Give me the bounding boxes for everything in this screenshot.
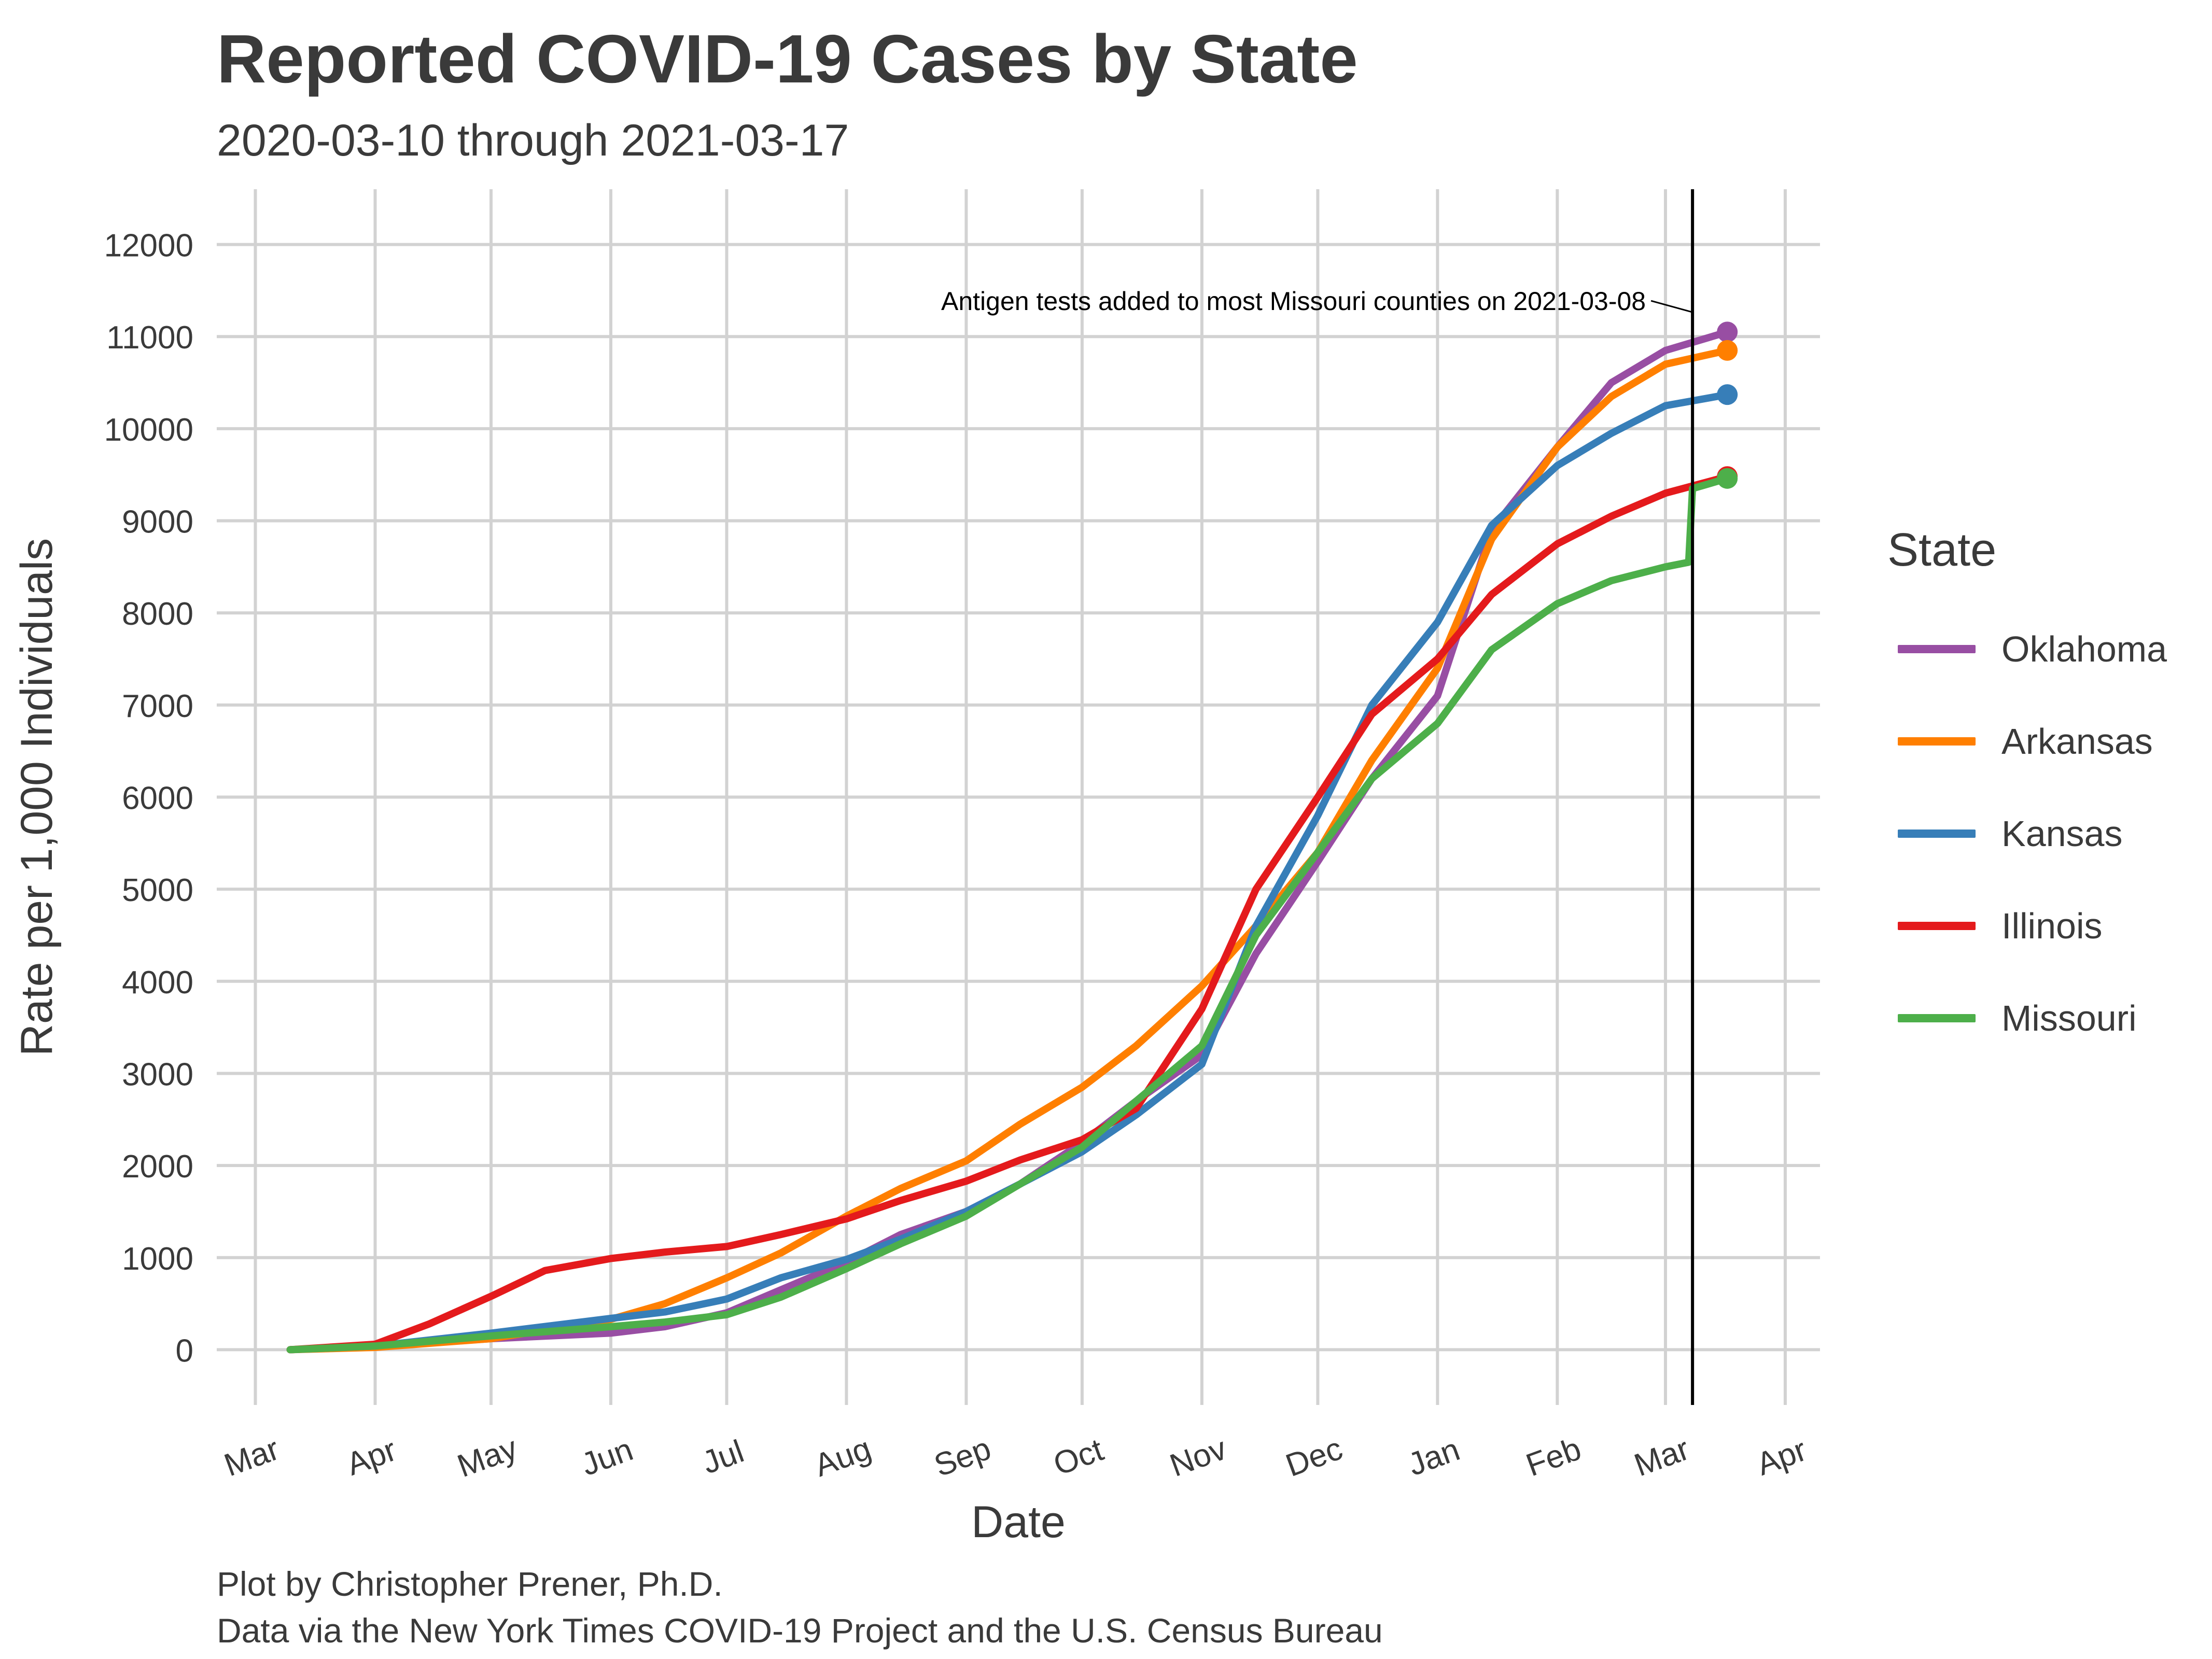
legend-label: Oklahoma xyxy=(2001,629,2167,669)
x-tick-label: Mar xyxy=(220,1431,284,1483)
grid-lines xyxy=(217,189,1820,1405)
legend-item-illinois: Illinois xyxy=(1887,880,2167,972)
x-tick-label: Apr xyxy=(1752,1432,1811,1483)
legend-label: Kansas xyxy=(2001,813,2123,854)
x-tick-label: Jan xyxy=(1404,1431,1465,1483)
legend-swatch xyxy=(1898,645,1976,653)
legend-label: Missouri xyxy=(2001,998,2137,1038)
x-tick-label: Dec xyxy=(1281,1430,1347,1484)
y-tick-label: 5000 xyxy=(122,873,193,908)
y-tick-label: 11000 xyxy=(106,320,193,356)
series-line-illinois xyxy=(286,473,1731,1354)
legend-swatch xyxy=(1898,830,1976,838)
series-line-oklahoma xyxy=(286,328,1731,1354)
x-tick-label: Nov xyxy=(1165,1430,1231,1484)
y-tick-label: 1000 xyxy=(122,1241,193,1277)
series-endpoint-arkansas xyxy=(1717,340,1738,361)
y-tick-label: 7000 xyxy=(122,688,193,724)
y-tick-label: 10000 xyxy=(104,412,193,448)
legend: State Oklahoma Arkansas Kansas Illinois … xyxy=(1887,524,2167,1064)
chart-plot: 0 1000 2000 3000 4000 5000 6000 7000 8000 9000 100… xyxy=(12,189,1820,1547)
x-tick-label: Aug xyxy=(810,1430,876,1484)
annotation-layer: Antigen tests added to most Missouri cou… xyxy=(941,189,1695,1405)
legend-title: State xyxy=(1887,524,1997,576)
x-tick-label: Jul xyxy=(697,1433,748,1481)
legend-item-missouri: Missouri xyxy=(1887,972,2167,1064)
data-series xyxy=(286,321,1738,1354)
legend-item-kansas: Kansas xyxy=(1887,788,2167,880)
y-tick-label: 4000 xyxy=(122,965,193,1001)
x-axis-title: Date xyxy=(971,1497,1066,1547)
x-tick-label: Mar xyxy=(1630,1431,1694,1483)
series-endpoint-missouri xyxy=(1717,468,1738,489)
y-tick-label: 8000 xyxy=(122,596,193,632)
y-axis-title: Rate per 1,000 Individuals xyxy=(12,538,62,1056)
caption-line-source: Data via the New York Times COVID-19 Pro… xyxy=(217,1611,1383,1650)
legend-swatch xyxy=(1898,922,1976,930)
legend-swatch xyxy=(1898,1014,1976,1022)
x-tick-label: Apr xyxy=(342,1432,401,1483)
series-endpoint-oklahoma xyxy=(1717,321,1738,343)
caption: Plot by Christopher Prener, Ph.D. Data v… xyxy=(217,1560,1383,1654)
series-line-kansas xyxy=(286,391,1731,1354)
chart-title: Reported COVID-19 Cases by State xyxy=(217,21,1358,97)
y-tick-label: 6000 xyxy=(122,781,193,817)
y-tick-label: 12000 xyxy=(104,228,193,264)
y-tick-label: 9000 xyxy=(122,504,193,540)
legend-swatch xyxy=(1898,737,1976,746)
legend-item-oklahoma: Oklahoma xyxy=(1887,603,2167,695)
legend-label: Arkansas xyxy=(2001,721,2153,762)
series-line-missouri xyxy=(286,474,1731,1354)
y-tick-label: 2000 xyxy=(122,1149,193,1185)
legend-label: Illinois xyxy=(2001,906,2103,946)
chart-subtitle: 2020-03-10 through 2021-03-17 xyxy=(217,116,849,165)
x-tick-label: Feb xyxy=(1521,1431,1586,1483)
annotation-text: Antigen tests added to most Missouri cou… xyxy=(941,287,1646,316)
axes: 0 1000 2000 3000 4000 5000 6000 7000 8000 9000 100… xyxy=(12,228,1811,1547)
x-tick-label: Oct xyxy=(1049,1432,1108,1483)
x-tick-label: May xyxy=(453,1430,522,1484)
y-tick-label: 3000 xyxy=(122,1057,193,1092)
caption-line-author: Plot by Christopher Prener, Ph.D. xyxy=(217,1565,723,1603)
x-tick-label: Sep xyxy=(930,1430,996,1484)
x-tick-label: Jun xyxy=(577,1431,638,1483)
legend-item-arkansas: Arkansas xyxy=(1887,695,2167,788)
annotation-leader xyxy=(1650,300,1693,313)
y-tick-label: 0 xyxy=(176,1333,193,1369)
series-endpoint-kansas xyxy=(1717,384,1738,405)
